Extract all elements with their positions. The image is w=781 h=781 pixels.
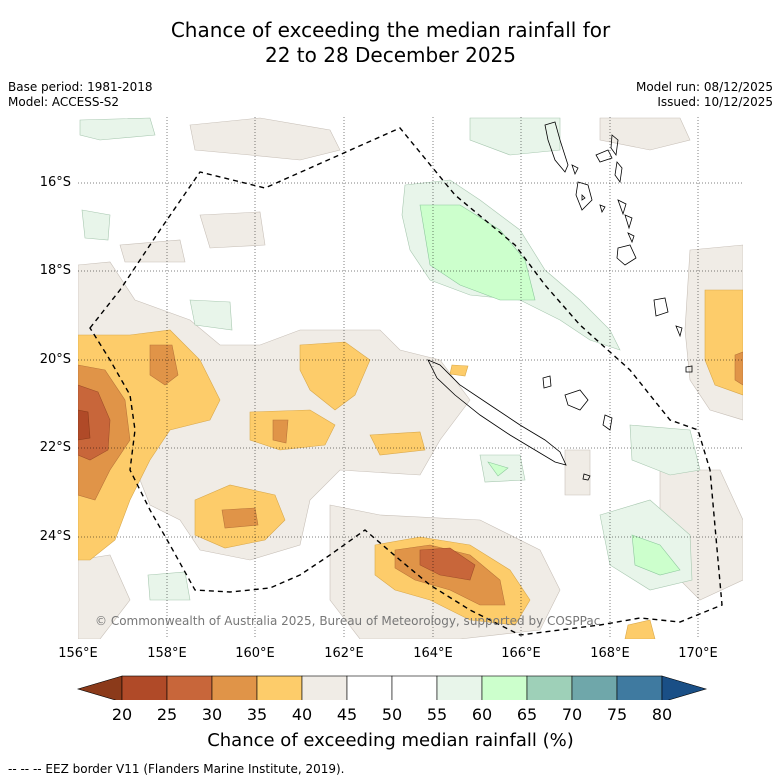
colorbar-extension-high: [661, 675, 708, 700]
vanuatu-coastline: [544, 121, 693, 373]
colorbar-swatch: [391, 675, 438, 700]
left-metadata: Base period: 1981-2018 Model: ACCESS-S2: [8, 80, 153, 110]
colorbar-tick-label: 80: [651, 705, 673, 724]
model-name: Model: ACCESS-S2: [8, 95, 120, 109]
colorbar-swatch: [346, 675, 393, 700]
copyright-notice: © Commonwealth of Australia 2025, Bureau…: [95, 614, 601, 628]
colorbar-swatch: [571, 675, 618, 700]
lon-label: 168°E: [590, 646, 630, 661]
lat-label: 22°S: [39, 440, 71, 455]
colorbar-swatch: [481, 675, 528, 700]
lon-label: 166°E: [501, 646, 541, 661]
right-metadata: Model run: 08/12/2025 Issued: 10/12/2025: [636, 80, 773, 110]
colorbar-tick-label: 70: [561, 705, 583, 724]
colorbar-extension-low: [76, 675, 123, 700]
issued-date: Issued: 10/12/2025: [657, 95, 773, 109]
colorbar-swatch: [436, 675, 483, 700]
colorbar-swatch: [166, 675, 213, 700]
eez-legend-note: -- -- -- EEZ border V11 (Flanders Marine…: [8, 762, 345, 776]
lon-label: 162°E: [324, 646, 364, 661]
graticule: [78, 117, 743, 639]
title-line-2: 22 to 28 December 2025: [264, 43, 516, 67]
colorbar-tick-label: 20: [111, 705, 133, 724]
lat-label: 24°S: [39, 529, 71, 544]
colorbar-swatch: [301, 675, 348, 700]
lon-label: 156°E: [58, 646, 98, 661]
rainfall-map: [76, 117, 743, 700]
colorbar-tick-label: 35: [246, 705, 268, 724]
probability-field: [78, 117, 743, 639]
colorbar-swatch: [211, 675, 258, 700]
colorbar-title: Chance of exceeding median rainfall (%): [207, 730, 574, 751]
lat-label: 16°S: [39, 175, 71, 190]
colorbar-tick-label: 55: [426, 705, 448, 724]
colorbar-tick-label: 30: [201, 705, 223, 724]
colorbar-swatch: [121, 675, 168, 700]
lon-label: 170°E: [678, 646, 718, 661]
colorbar-tick-label: 50: [381, 705, 403, 724]
lat-label: 20°S: [39, 352, 71, 367]
colorbar-tick-label: 25: [156, 705, 178, 724]
lat-label: 18°S: [39, 263, 71, 278]
lon-label: 160°E: [235, 646, 275, 661]
model-run: Model run: 08/12/2025: [635, 80, 773, 94]
colorbar-tick-label: 40: [291, 705, 313, 724]
lon-label: 158°E: [147, 646, 187, 661]
map-title: Chance of exceeding the median rainfall …: [0, 18, 781, 68]
lon-label: 164°E: [413, 646, 453, 661]
colorbar-swatch: [256, 675, 303, 700]
title-line-1: Chance of exceeding the median rainfall …: [170, 18, 611, 42]
colorbar-tick-label: 45: [336, 705, 358, 724]
colorbar-swatch: [616, 675, 663, 700]
colorbar-swatch: [526, 675, 573, 700]
colorbar-tick-label: 60: [471, 705, 493, 724]
colorbar-tick-label: 65: [516, 705, 538, 724]
new-caledonia-coastline: [427, 359, 567, 466]
base-period: Base period: 1981-2018: [8, 80, 153, 94]
colorbar: [76, 675, 708, 700]
colorbar-tick-label: 75: [606, 705, 628, 724]
loyalty-islands-coastline: [564, 389, 589, 411]
eez-border: [89, 127, 723, 636]
